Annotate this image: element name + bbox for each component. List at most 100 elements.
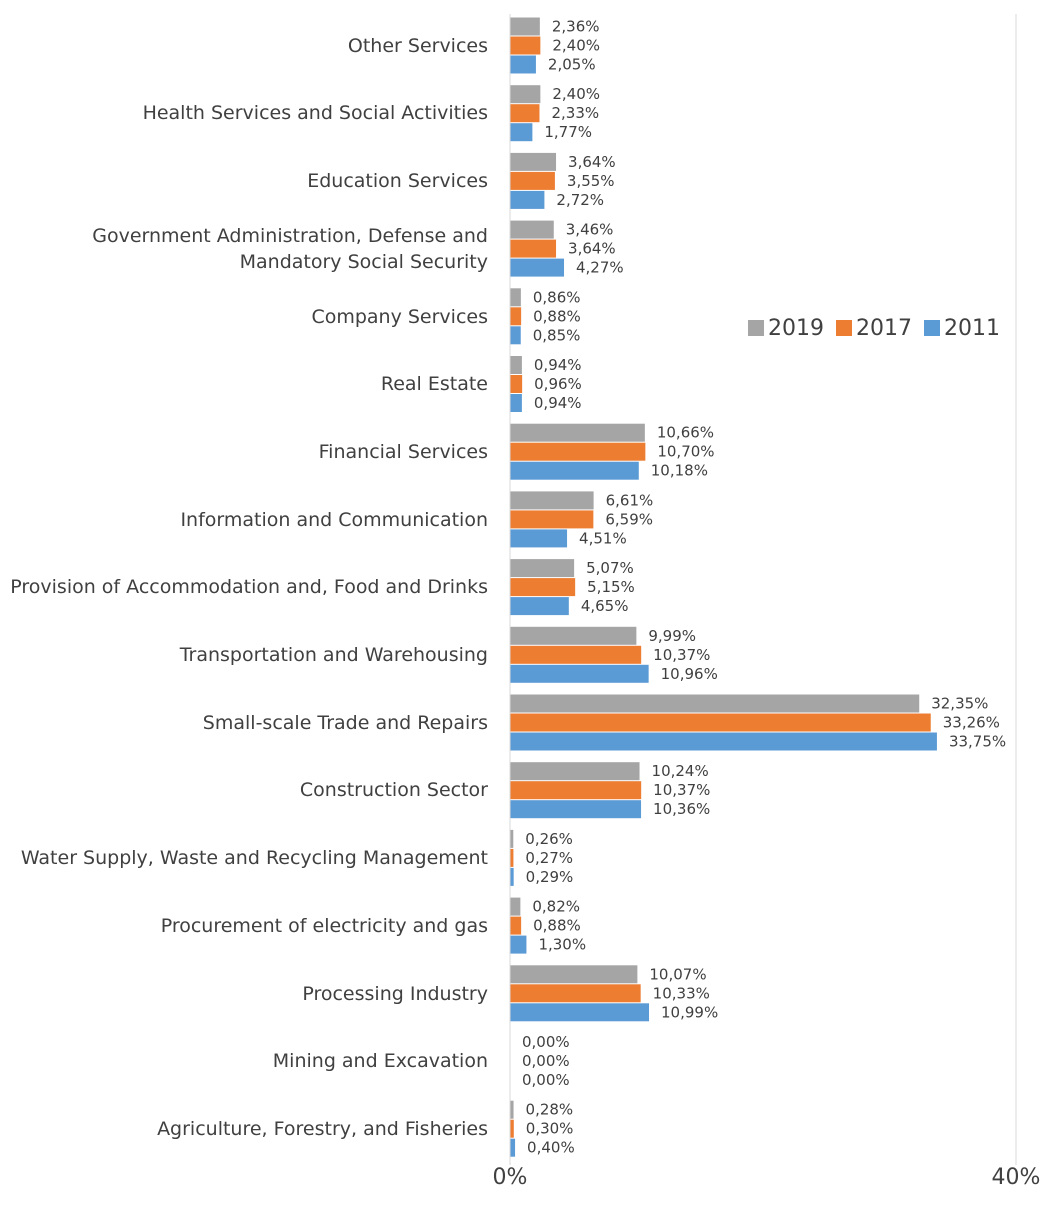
value-label: 10,07%	[649, 965, 706, 983]
value-label: 3,64%	[568, 240, 616, 258]
value-label: 3,55%	[567, 172, 615, 190]
value-label: 5,07%	[586, 559, 634, 577]
bar	[510, 36, 541, 55]
bar	[510, 1003, 650, 1022]
value-label: 0,29%	[526, 868, 574, 886]
category-label: Transportation and Warehousing	[179, 644, 488, 666]
bar	[510, 529, 568, 548]
value-label: 0,00%	[522, 1033, 570, 1051]
value-label: 0,94%	[534, 394, 582, 412]
category-label: Education Services	[307, 170, 488, 193]
value-label: 4,51%	[579, 529, 627, 547]
value-label: 4,27%	[576, 259, 624, 277]
legend-label: 2019	[768, 316, 824, 341]
bar	[510, 829, 514, 848]
bar	[510, 55, 536, 74]
legend-swatch	[924, 320, 940, 336]
bar	[510, 239, 557, 258]
category-label: Financial Services	[318, 440, 488, 463]
legend-label: 2011	[944, 316, 1000, 341]
category-label: Agriculture, Forestry, and Fisheries	[157, 1117, 488, 1140]
bar	[510, 356, 522, 374]
bar	[510, 664, 649, 683]
value-label: 2,72%	[556, 191, 604, 209]
value-label: 0,27%	[525, 849, 573, 867]
category-label: Mining and Excavation	[272, 1050, 488, 1073]
legend-swatch	[748, 320, 764, 336]
bar	[510, 984, 641, 1003]
value-label: 2,33%	[551, 104, 599, 122]
bar	[510, 1119, 514, 1138]
value-label: 0,86%	[533, 288, 581, 306]
category-label: Other Services	[347, 34, 488, 57]
bar	[510, 965, 638, 984]
bar	[510, 848, 514, 867]
value-label: 10,33%	[653, 984, 710, 1002]
value-label: 0,88%	[533, 307, 581, 325]
value-label: 9,99%	[648, 627, 696, 645]
value-label: 10,18%	[651, 462, 708, 480]
value-label: 10,66%	[657, 424, 714, 442]
value-label: 2,40%	[552, 37, 600, 55]
value-label: 1,77%	[544, 123, 592, 141]
value-label: 3,46%	[566, 221, 614, 239]
bar	[510, 916, 522, 935]
x-tick-label: 0%	[493, 1165, 528, 1190]
bar	[510, 123, 533, 142]
value-label: 0,26%	[525, 830, 573, 848]
category-label: Procurement of electricity and gas	[160, 914, 488, 937]
value-label: 0,00%	[522, 1071, 570, 1089]
value-label: 33,26%	[943, 714, 1000, 732]
value-label: 5,15%	[587, 578, 635, 596]
value-label: 0,85%	[533, 326, 581, 344]
bar	[510, 559, 575, 578]
category-label: Water Supply, Waste and Recycling Manage…	[20, 847, 488, 870]
value-label: 4,65%	[581, 597, 629, 615]
category-label: Government Administration, Defense and M…	[92, 224, 488, 274]
category-label: Information and Communication	[180, 508, 488, 531]
value-label: 10,99%	[661, 1003, 718, 1021]
category-label: Health Services and Social Activities	[142, 102, 488, 125]
bar	[510, 258, 565, 277]
value-label: 0,94%	[534, 356, 582, 374]
bar	[510, 578, 576, 597]
bar	[510, 307, 522, 326]
category-label: Real Estate	[380, 373, 488, 396]
value-label: 2,05%	[548, 56, 596, 74]
bar	[510, 152, 557, 171]
bar	[510, 781, 642, 800]
bar	[510, 762, 640, 781]
legend-swatch	[836, 320, 852, 336]
category-label: Small-scale Trade and Repairs	[202, 711, 488, 734]
bar	[510, 85, 541, 104]
value-label: 0,88%	[533, 917, 581, 935]
bar	[510, 1138, 516, 1157]
value-label: 0,40%	[527, 1139, 575, 1157]
value-label: 1,30%	[538, 936, 586, 954]
value-label: 10,70%	[657, 443, 714, 461]
bar	[510, 510, 594, 529]
value-label: 32,35%	[931, 695, 988, 713]
value-label: 2,36%	[552, 18, 600, 36]
bar	[510, 104, 540, 123]
value-label: 6,59%	[605, 510, 653, 528]
value-label: 0,96%	[534, 375, 582, 393]
value-label: 10,37%	[653, 781, 710, 799]
value-label: 3,64%	[568, 153, 616, 171]
bar	[510, 17, 540, 36]
category-label: Provision of Accommodation and, Food and…	[10, 576, 488, 599]
bar	[510, 375, 523, 393]
bar	[510, 867, 514, 886]
bar	[510, 626, 637, 645]
legend-label: 2017	[856, 316, 912, 341]
bar	[510, 171, 555, 190]
bar	[510, 423, 645, 442]
bar	[510, 713, 931, 732]
value-label: 10,96%	[661, 665, 718, 683]
value-label: 10,37%	[653, 646, 710, 664]
value-label: 0,28%	[526, 1101, 574, 1119]
bar	[510, 1100, 514, 1119]
bar	[510, 394, 522, 412]
